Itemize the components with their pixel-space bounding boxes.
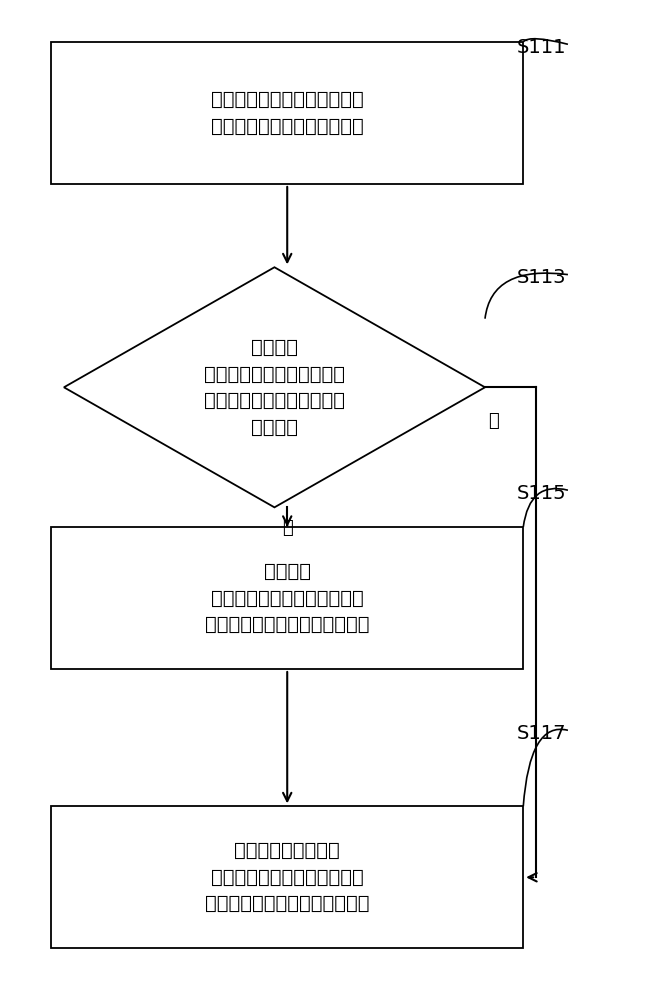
FancyBboxPatch shape — [51, 806, 523, 948]
FancyBboxPatch shape — [51, 42, 523, 184]
Text: S113: S113 — [517, 268, 566, 287]
Text: 遍历源库
和目标库，获取并比对业务
源表和目标表的数据结构，
是否匹配: 遍历源库 和目标库，获取并比对业务 源表和目标表的数据结构， 是否匹配 — [204, 338, 345, 437]
Text: 根据采集配置表和逻辑配置表
获取业务源表和目标表的信息: 根据采集配置表和逻辑配置表 获取业务源表和目标表的信息 — [211, 90, 364, 136]
Text: 生成预警信息并输出
业务源表的数据结构，判断是
否更新数据结构并完成数据处理: 生成预警信息并输出 业务源表的数据结构，判断是 否更新数据结构并完成数据处理 — [205, 841, 370, 913]
FancyBboxPatch shape — [51, 527, 523, 669]
Text: S115: S115 — [517, 484, 566, 503]
Polygon shape — [64, 267, 485, 507]
Text: 是: 是 — [282, 519, 292, 537]
Text: S111: S111 — [517, 38, 566, 57]
Text: S117: S117 — [517, 724, 566, 743]
Text: 根据采集
配置表的数据采集要求采集业
务源表的数据并存储在目标表中: 根据采集 配置表的数据采集要求采集业 务源表的数据并存储在目标表中 — [205, 562, 370, 634]
Text: 否: 否 — [488, 412, 499, 430]
